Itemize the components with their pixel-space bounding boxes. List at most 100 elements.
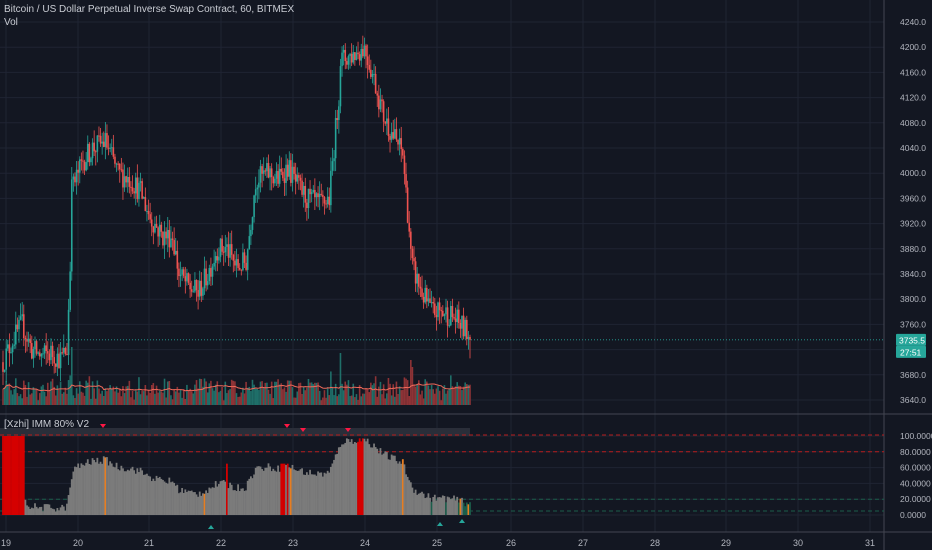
indicator-bar [289,468,292,515]
indicator-bar [8,436,11,515]
indicator-bar [401,459,404,515]
indicator-bar [214,481,217,515]
volume-bar [229,389,231,405]
indicator-bar [433,494,436,515]
volume-bar [402,389,404,405]
candle-body [149,214,151,220]
indicator-bar [445,502,447,515]
indicator-bar [461,497,463,515]
indicator-bar [107,465,110,515]
indicator-bar [42,511,44,515]
candle-body [390,132,393,140]
volume-bar [435,388,438,405]
indicator-bar [241,488,244,515]
indicator-bar [69,487,72,515]
volume-bar [130,397,132,405]
buy-signal-marker [459,519,465,523]
indicator-bar [158,476,161,515]
volume-bar [194,384,196,405]
indicator-bar [429,497,431,515]
indicator-bar [160,478,163,515]
volume-bar [336,396,339,405]
indicator-tick-label: 60.0000 [900,463,931,473]
indicator-bar [70,479,73,515]
indicator-bar [186,492,188,515]
volume-bar [362,393,364,405]
volume-bar [158,390,161,405]
candle-body [109,147,111,149]
volume-bar [291,387,294,405]
candle-body [230,244,233,255]
volume-bar [165,397,167,405]
volume-bar [168,380,171,405]
candle-body [147,211,150,215]
candle-body [410,231,412,249]
candle-body [317,193,319,198]
volume-bar [227,390,230,405]
sell-signal-marker [345,428,351,432]
axes: 4240.0 4200.0 4160.0 4120.0 4080.0 4040.0 4000… [0,17,932,548]
indicator-bar [93,459,96,515]
volume-bar [166,381,169,405]
volume-bar [261,381,263,405]
indicator-bar [32,508,35,515]
indicator-bar [387,459,390,515]
candle-body [13,344,15,346]
indicator-bar [441,495,444,515]
volume-bar [5,381,7,405]
volume-bar [339,353,342,405]
volume-bar [173,389,175,405]
indicator-bar [2,436,4,515]
volume-bar [8,383,11,405]
indicator-bar [152,478,155,515]
indicator-bar [264,467,267,515]
price-tick-label: 3800.0 [900,294,926,304]
candle-body [462,315,465,337]
volume-bar [203,378,206,405]
indicator-bar [139,467,142,515]
indicator-bar [30,507,33,515]
volume-bar [270,381,273,405]
volume-bar [370,382,372,405]
volume-bar [248,386,251,405]
candle-body [133,191,135,194]
indicator-bar [427,493,430,515]
volume-bar [202,386,204,405]
candle-body [78,159,81,173]
candle-body [270,168,273,178]
candle-body [32,349,35,359]
indicator-bar [350,439,353,515]
candle-body [56,353,59,367]
indicator-bar [347,439,350,515]
volume-bar [213,390,215,405]
indicator-bar [462,502,465,515]
indicator-bar [166,483,169,515]
indicator-bar [293,469,295,515]
candle-body [354,52,356,60]
candle-body [427,298,430,302]
indicator-bar [297,470,300,515]
candle-body [198,280,201,297]
candle-body [186,273,188,282]
volume-bar [18,396,20,405]
volume-bar [440,400,443,405]
indicator-bar [288,467,291,515]
indicator-bar [26,505,28,515]
volume-bar [27,382,30,405]
indicator-bar [419,492,422,515]
indicator-tick-label: 100.0000 [900,431,932,441]
candle-body [419,286,422,289]
candle-body [80,159,83,161]
candle-body [285,164,287,183]
volume-bar [277,379,279,405]
volume-bar [355,394,358,405]
volume-bar [115,386,118,405]
volume-bar [438,390,441,405]
candle-body [360,48,363,61]
volume-bar [363,393,366,405]
symbol-title: Bitcoin / US Dollar Perpetual Inverse Sw… [4,4,295,15]
volume-bar [238,396,241,405]
volume-bar [344,381,347,405]
indicator-bar [313,474,316,515]
